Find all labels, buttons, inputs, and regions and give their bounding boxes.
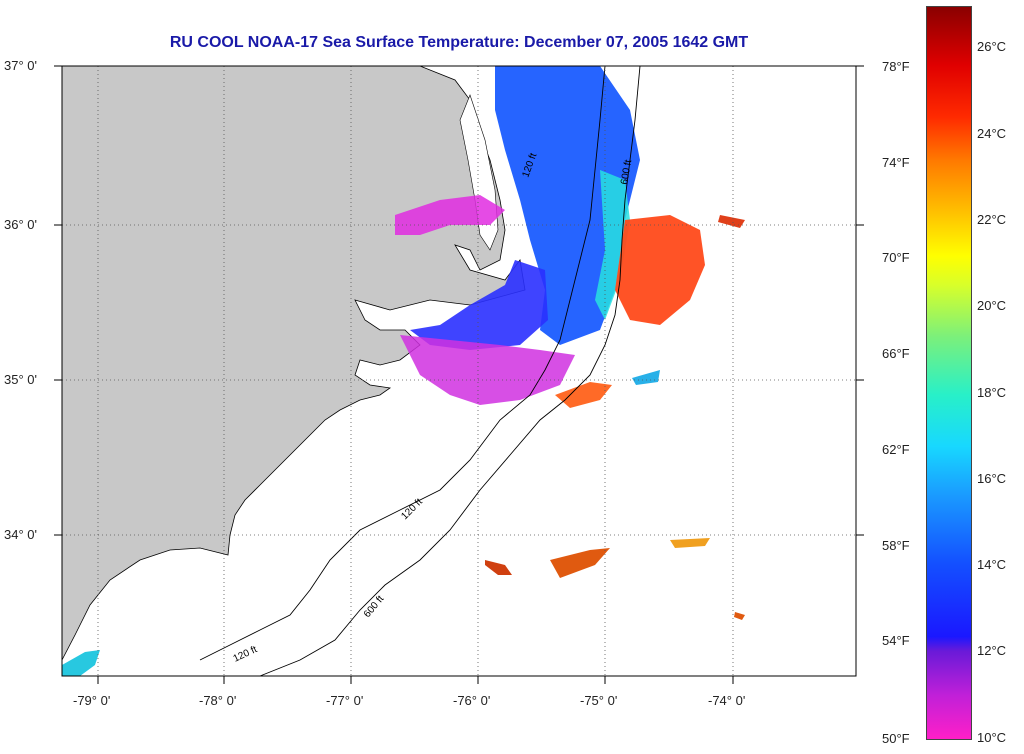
celsius-label: 20°C — [977, 298, 1007, 313]
celsius-label: 16°C — [977, 471, 1007, 486]
map-title: RU COOL NOAA-17 Sea Surface Temperature:… — [169, 34, 749, 51]
lon-label: -79° 0' — [73, 693, 111, 708]
sst-cyan-front — [595, 170, 630, 320]
sst-patch — [670, 538, 710, 548]
fahrenheit-label: 70°F — [882, 250, 910, 265]
color-scale-bar — [926, 6, 972, 740]
fahrenheit-label: 66°F — [882, 346, 910, 361]
lon-label: -76° 0' — [453, 693, 491, 708]
sst-pink-south — [400, 335, 575, 405]
fahrenheit-label: 78°F — [882, 59, 910, 74]
fahrenheit-label: 54°F — [882, 633, 910, 648]
lat-label: 35° 0' — [4, 372, 37, 387]
celsius-label: 12°C — [977, 643, 1007, 658]
lon-label: -74° 0' — [708, 693, 746, 708]
sst-sound-blue — [410, 260, 548, 350]
isobath-120ft — [199, 65, 606, 661]
sst-warm-patch — [555, 382, 612, 408]
fahrenheit-label: 50°F — [882, 731, 910, 746]
celsius-label: 26°C — [977, 39, 1007, 54]
sst-patch — [62, 650, 100, 676]
lat-label: 36° 0' — [4, 217, 37, 232]
graticule — [62, 66, 856, 676]
axis-ticks — [54, 65, 864, 684]
celsius-label: 18°C — [977, 385, 1007, 400]
fahrenheit-label: 62°F — [882, 442, 910, 457]
celsius-label: 24°C — [977, 126, 1007, 141]
lon-label: -75° 0' — [580, 693, 618, 708]
lon-label: -77° 0' — [326, 693, 364, 708]
sst-warm-gulfstream — [615, 215, 705, 325]
lat-label: 34° 0' — [4, 527, 37, 542]
sst-patch — [550, 548, 610, 578]
celsius-label: 22°C — [977, 212, 1007, 227]
isobath-600ft — [259, 65, 641, 677]
celsius-label: 10°C — [977, 730, 1007, 745]
lon-label: -78° 0' — [199, 693, 237, 708]
sst-patch — [632, 370, 660, 385]
lat-label: 37° 0' — [4, 58, 37, 73]
isobath-label: 600 ft — [619, 159, 634, 186]
fahrenheit-label: 74°F — [882, 155, 910, 170]
celsius-label: 14°C — [977, 557, 1007, 572]
sst-patch — [485, 560, 512, 575]
sst-patch — [734, 612, 745, 620]
map-frame — [61, 65, 857, 677]
fahrenheit-label: 58°F — [882, 538, 910, 553]
